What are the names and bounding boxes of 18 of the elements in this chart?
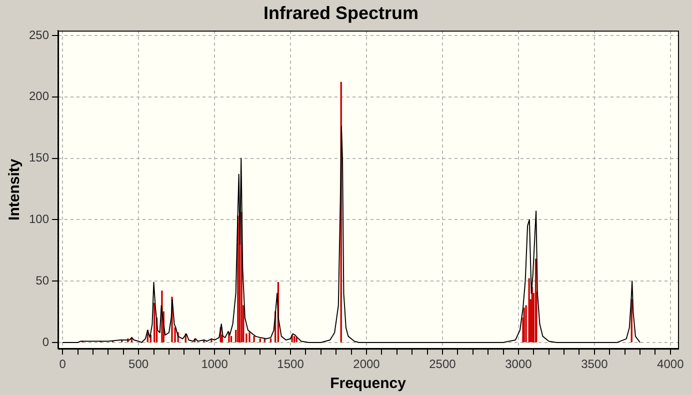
- x-tick-label: 0: [59, 357, 66, 372]
- x-tick-label: 2000: [353, 357, 380, 372]
- x-tick-label: 2500: [429, 357, 456, 372]
- x-tick-label: 1500: [277, 357, 304, 372]
- y-tick-label: 50: [36, 273, 50, 288]
- chart-title: Infrared Spectrum: [263, 2, 419, 23]
- y-tick-label: 150: [28, 150, 50, 165]
- x-tick-label: 4000: [657, 357, 684, 372]
- x-tick-label: 3000: [505, 357, 532, 372]
- x-axis-title: Frequency: [330, 375, 407, 392]
- y-tick-label: 200: [28, 89, 50, 104]
- x-tick-label: 500: [128, 357, 149, 372]
- x-tick-label: 3500: [581, 357, 608, 372]
- y-tick-label: 100: [28, 212, 50, 226]
- x-tick-label: 1000: [201, 357, 228, 372]
- y-axis-title: Intensity: [6, 158, 24, 220]
- y-tick-label: 0: [42, 334, 50, 349]
- y-tick-label: 250: [28, 28, 50, 42]
